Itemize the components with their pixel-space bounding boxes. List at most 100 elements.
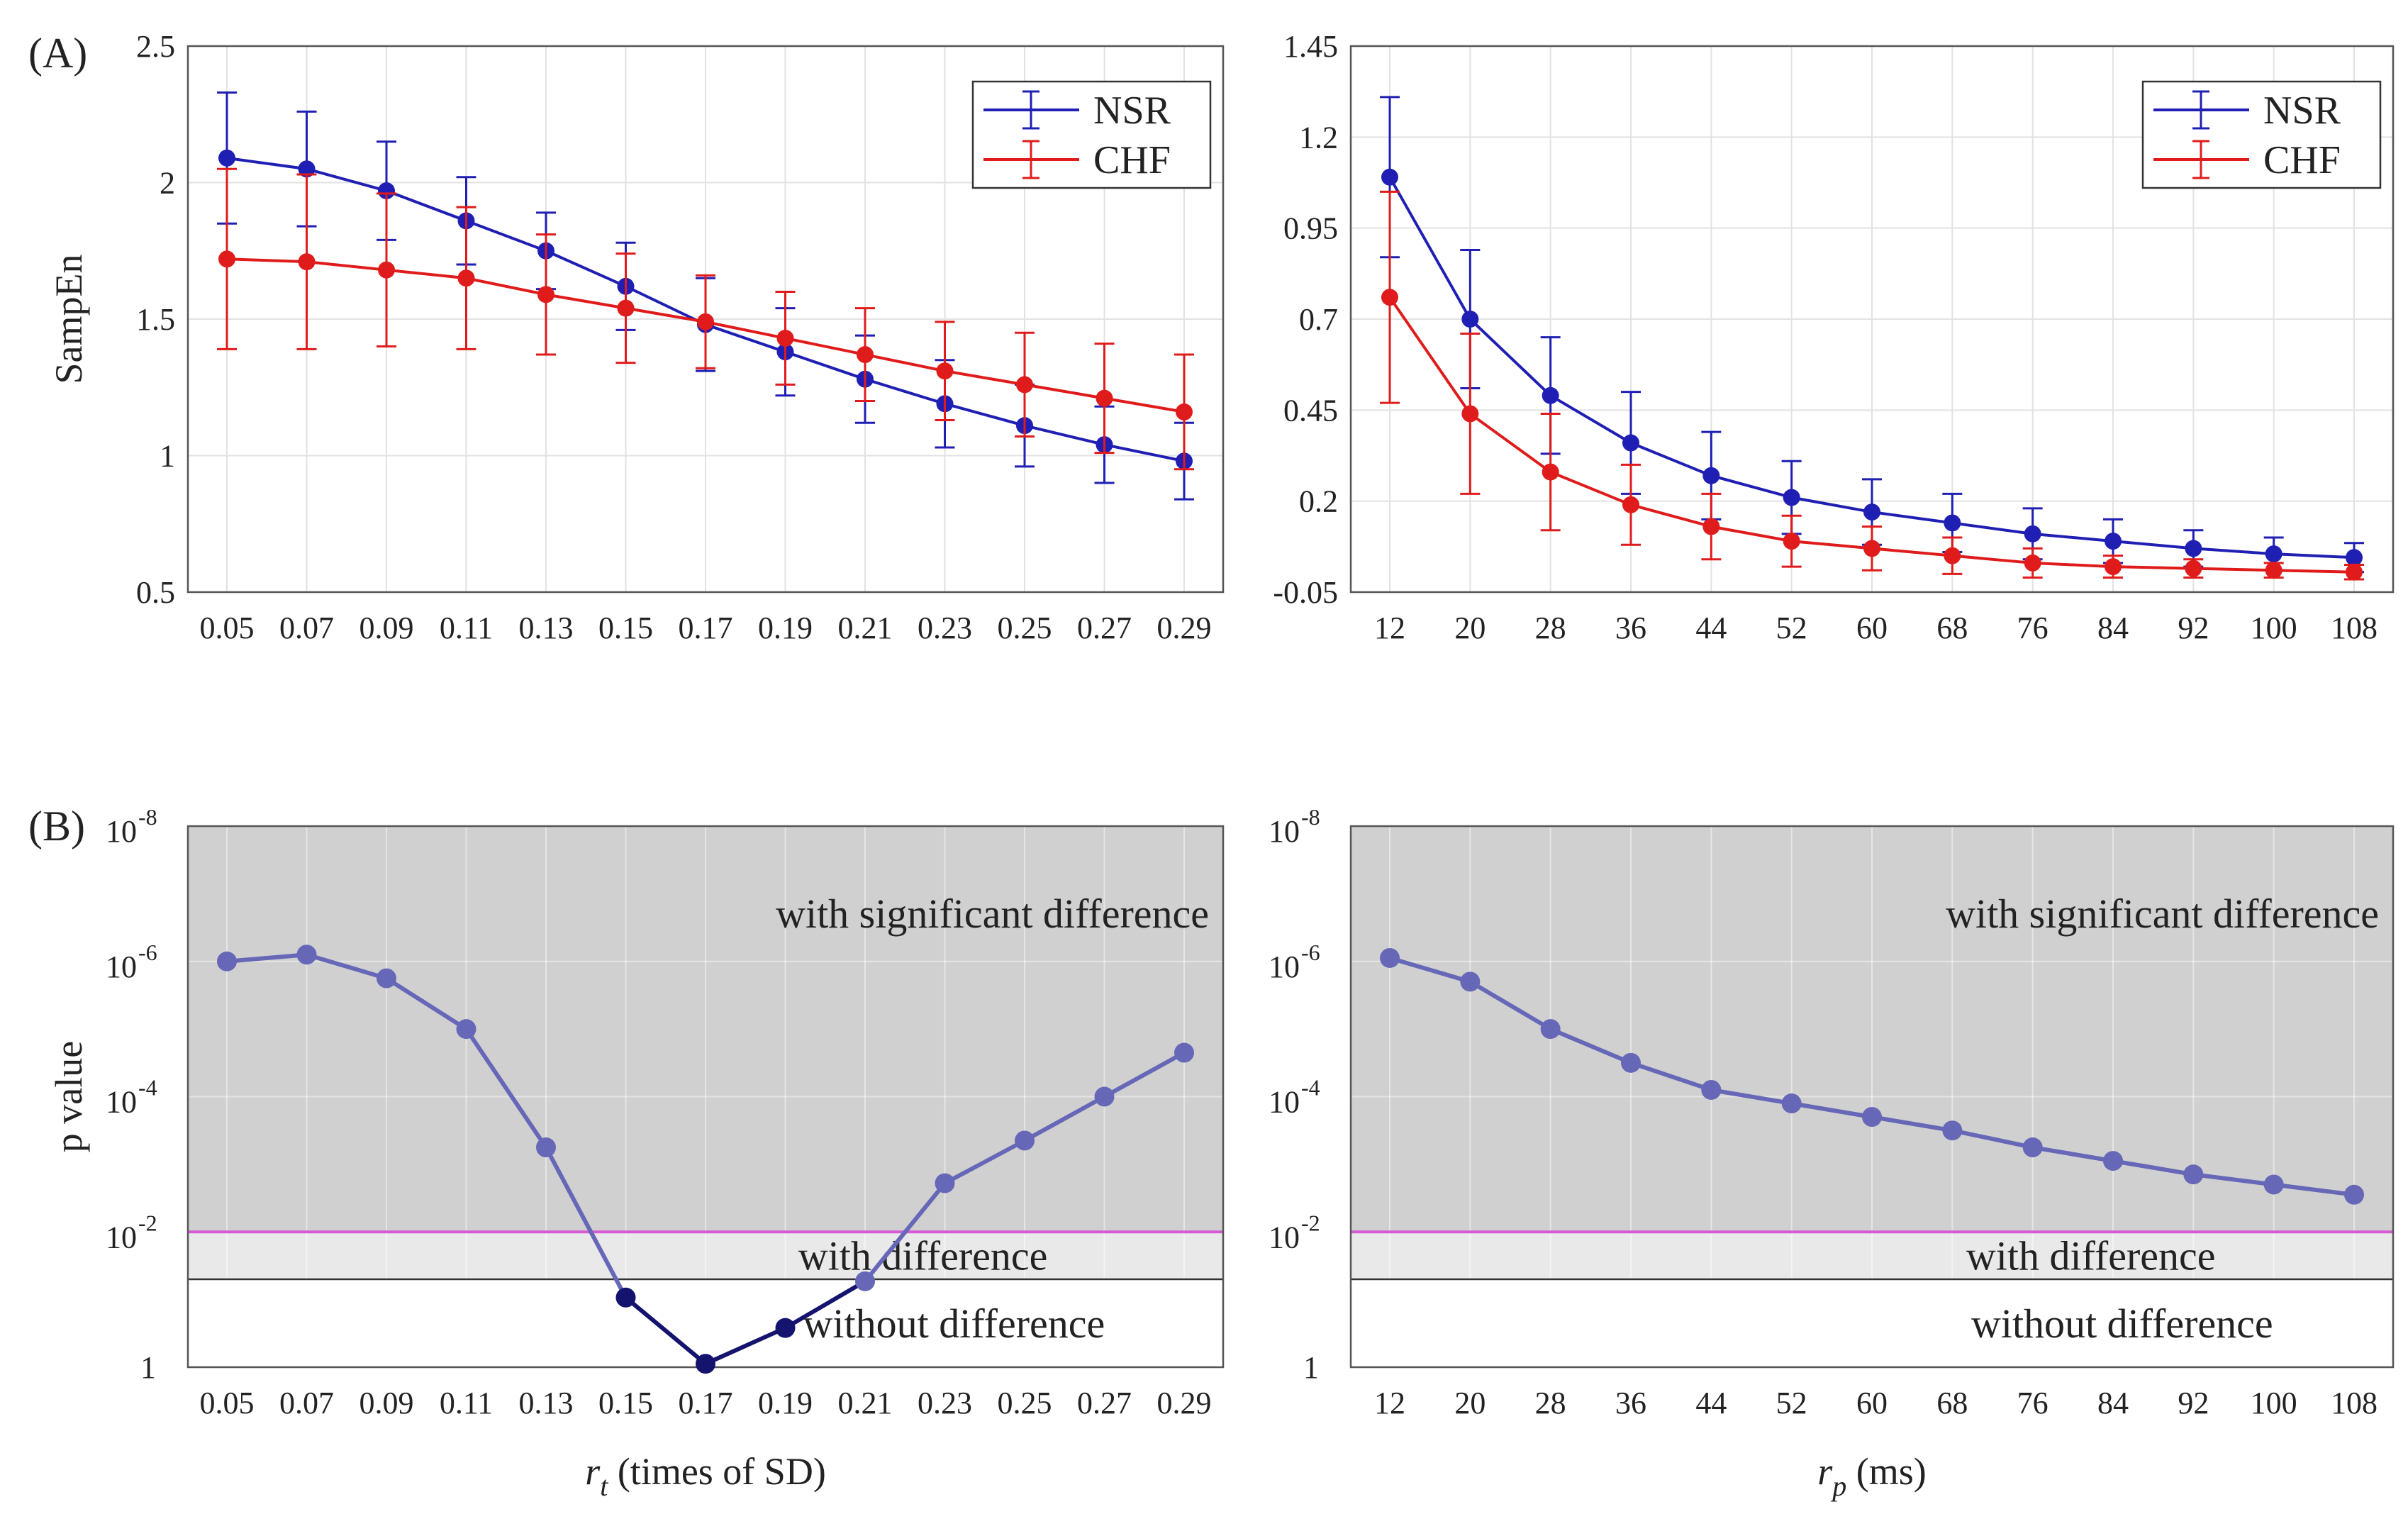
region-significant bbox=[1351, 826, 2393, 1232]
y-tick-label: 10 -6 bbox=[1269, 940, 1320, 984]
y-tick-exponent: -2 bbox=[138, 1210, 157, 1235]
x-tick-label: 92 bbox=[2178, 1386, 2209, 1420]
data-point-chf bbox=[298, 253, 316, 271]
x-tick-label: 0.29 bbox=[1157, 611, 1212, 645]
legend: NSR CHF bbox=[2141, 80, 2382, 189]
x-tick-label: 0.15 bbox=[598, 1386, 653, 1420]
data-point-nsr bbox=[2185, 540, 2202, 557]
data-point-nsr bbox=[1461, 311, 1479, 328]
x-tick-label: 0.25 bbox=[998, 1386, 1052, 1420]
data-point-pvalue bbox=[1460, 972, 1481, 992]
data-point-pvalue bbox=[2103, 1151, 2123, 1171]
data-point-chf bbox=[1016, 376, 1033, 394]
legend-label-chf: CHF bbox=[2263, 138, 2341, 182]
data-point-pvalue bbox=[615, 1287, 636, 1308]
data-point-pvalue bbox=[935, 1173, 955, 1193]
data-point-chf bbox=[2346, 563, 2363, 581]
y-tick-base: 1 bbox=[140, 1350, 156, 1385]
y-tick-base: 10 bbox=[106, 814, 137, 849]
x-tick-label: 52 bbox=[1776, 611, 1807, 645]
data-point-pvalue bbox=[1942, 1120, 1963, 1141]
x-tick-label: 0.13 bbox=[519, 611, 574, 645]
series-segment bbox=[1549, 1027, 1632, 1065]
series-segment bbox=[624, 1296, 707, 1366]
series-chf bbox=[1380, 190, 2364, 581]
series-pvalue bbox=[217, 945, 1194, 1374]
series-chf bbox=[217, 167, 1194, 471]
series-segment bbox=[2273, 1182, 2355, 1197]
y-tick-exponent: -2 bbox=[1301, 1210, 1320, 1235]
data-point-pvalue bbox=[696, 1354, 715, 1374]
series-segment bbox=[784, 1279, 866, 1330]
x-tick-label: 60 bbox=[1856, 1386, 1888, 1420]
x-tick-label: 28 bbox=[1535, 1386, 1566, 1420]
data-point-nsr bbox=[2105, 533, 2122, 550]
x-tick-label: 0.19 bbox=[758, 611, 813, 645]
data-point-nsr bbox=[1783, 489, 1800, 506]
data-point-chf bbox=[936, 362, 954, 380]
data-point-nsr bbox=[1622, 434, 1639, 452]
data-point-pvalue bbox=[456, 1019, 476, 1040]
data-point-nsr bbox=[1702, 467, 1720, 484]
series-segment bbox=[1630, 1060, 1712, 1092]
x-tick-label: 0.05 bbox=[200, 611, 255, 645]
data-point-nsr bbox=[1944, 514, 1961, 532]
panel-label-b: (B) bbox=[28, 803, 85, 850]
x-tick-label: 0.23 bbox=[918, 611, 972, 645]
data-point-chf bbox=[2024, 554, 2041, 572]
x-tick-label: 0.13 bbox=[519, 1386, 574, 1420]
series-segment bbox=[306, 952, 387, 981]
y-tick-base: 1 bbox=[1303, 1350, 1319, 1385]
x-tick-label: 0.29 bbox=[1157, 1386, 1212, 1420]
x-tick-label: 60 bbox=[1856, 611, 1888, 645]
data-point-pvalue bbox=[1862, 1107, 1882, 1128]
y-tick-label: 0.7 bbox=[1299, 302, 1338, 337]
legend-label-chf: CHF bbox=[1093, 138, 1171, 182]
data-point-nsr bbox=[1381, 168, 1398, 186]
data-point-pvalue bbox=[775, 1318, 796, 1338]
y-tick-label: 10 -8 bbox=[1269, 804, 1320, 849]
data-point-chf bbox=[776, 329, 794, 347]
series-segment bbox=[1951, 1128, 2034, 1149]
data-point-chf bbox=[2185, 559, 2202, 577]
x-tick-label: 68 bbox=[1936, 611, 1968, 645]
y-tick-base: 10 bbox=[1269, 1085, 1300, 1120]
legend-box bbox=[971, 80, 1212, 189]
chart-b-right: with significant difference with differen… bbox=[1269, 804, 2395, 1502]
y-tick-exponent: -8 bbox=[138, 804, 157, 830]
y-tick-label: 0.95 bbox=[1283, 211, 1338, 246]
data-point-nsr bbox=[2265, 545, 2282, 563]
x-tick-label: 76 bbox=[2017, 1386, 2049, 1420]
y-tick-label: 10 -8 bbox=[106, 804, 157, 849]
series-segment bbox=[1389, 956, 1471, 984]
legend: NSR CHF bbox=[971, 80, 1212, 189]
y-tick-exponent: -6 bbox=[138, 940, 157, 965]
y-tick-label: 10 -2 bbox=[1269, 1210, 1320, 1254]
region-label-significant: with significant difference bbox=[776, 891, 1209, 937]
x-tick-label: 12 bbox=[1374, 611, 1405, 645]
data-point-chf bbox=[537, 286, 554, 304]
region-label-difference: with difference bbox=[1966, 1233, 2216, 1279]
x-tick-label: 36 bbox=[1615, 611, 1646, 645]
x-tick-label: 0.09 bbox=[359, 611, 414, 645]
data-point-pvalue bbox=[296, 945, 317, 965]
x-axis-label: rp (ms) bbox=[1817, 1450, 1927, 1502]
data-point-chf bbox=[1622, 496, 1639, 513]
region-difference bbox=[188, 1232, 1223, 1280]
x-tick-label: 0.19 bbox=[758, 1386, 813, 1420]
region-difference bbox=[1351, 1232, 2393, 1280]
y-tick-label: 0.2 bbox=[1299, 484, 1338, 519]
y-tick-base: 10 bbox=[1269, 950, 1300, 984]
y-axis-label: SampEn bbox=[48, 255, 90, 384]
y-tick-label: 1.45 bbox=[1283, 29, 1338, 64]
y-tick-label: 2 bbox=[160, 166, 175, 201]
data-point-chf bbox=[857, 346, 874, 364]
data-point-nsr bbox=[1542, 386, 1559, 404]
y-tick-label: 1 bbox=[1303, 1350, 1319, 1385]
y-tick-label: 10 -4 bbox=[1269, 1075, 1320, 1120]
data-point-nsr bbox=[298, 160, 316, 178]
x-tick-label: 52 bbox=[1776, 1386, 1807, 1420]
chart-b-left: with significant difference with differen… bbox=[48, 804, 1225, 1502]
x-tick-label: 44 bbox=[1695, 1386, 1727, 1420]
